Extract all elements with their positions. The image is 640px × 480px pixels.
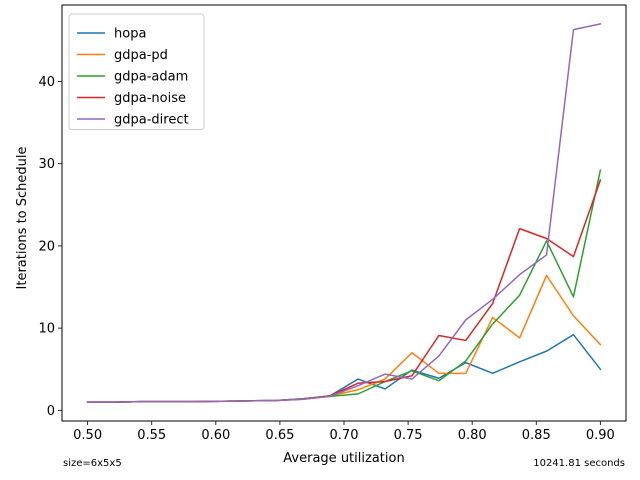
y-tick-label: 20 xyxy=(38,239,55,254)
x-tick-label: 0.85 xyxy=(522,428,551,443)
x-tick-label: 0.80 xyxy=(458,428,487,443)
x-tick-label: 0.55 xyxy=(137,428,166,443)
series-line-gdpa-direct xyxy=(86,23,602,403)
legend-label-gdpa-direct: gdpa-direct xyxy=(114,113,189,128)
x-tick-label: 0.75 xyxy=(394,428,423,443)
x-tick-label: 0.70 xyxy=(330,428,359,443)
x-tick-label: 0.90 xyxy=(586,428,615,443)
y-tick-label: 0 xyxy=(47,404,55,419)
x-axis-title: Average utilization xyxy=(283,451,404,466)
series-layer xyxy=(86,23,602,403)
y-axis: 0 10 20 30 40 xyxy=(38,75,62,419)
legend-label-hopa: hopa xyxy=(114,27,146,42)
y-axis-title: Iterations to Schedule xyxy=(15,147,30,290)
legend-label-gdpa-pd: gdpa-pd xyxy=(114,48,168,63)
y-tick-label: 30 xyxy=(38,157,55,172)
legend-box xyxy=(68,13,205,130)
legend-label-gdpa-adam: gdpa-adam xyxy=(114,70,188,85)
x-tick-label: 0.65 xyxy=(265,428,294,443)
footer-size-label: size=6x5x5 xyxy=(63,458,122,469)
y-tick-label: 40 xyxy=(38,75,55,90)
y-tick-label: 10 xyxy=(38,322,55,337)
legend-label-gdpa-noise: gdpa-noise xyxy=(114,91,186,106)
x-tick-label: 0.50 xyxy=(73,428,102,443)
legend: hopa gdpa-pd gdpa-adam gdpa-noise gdpa-direc… xyxy=(68,13,205,130)
footer-time-label: 10241.81 seconds xyxy=(533,458,625,469)
x-axis: 0.50 0.55 0.60 0.65 0.70 0.75 0.80 0.85 0.90 xyxy=(73,421,615,443)
x-tick-label: 0.60 xyxy=(201,428,230,443)
